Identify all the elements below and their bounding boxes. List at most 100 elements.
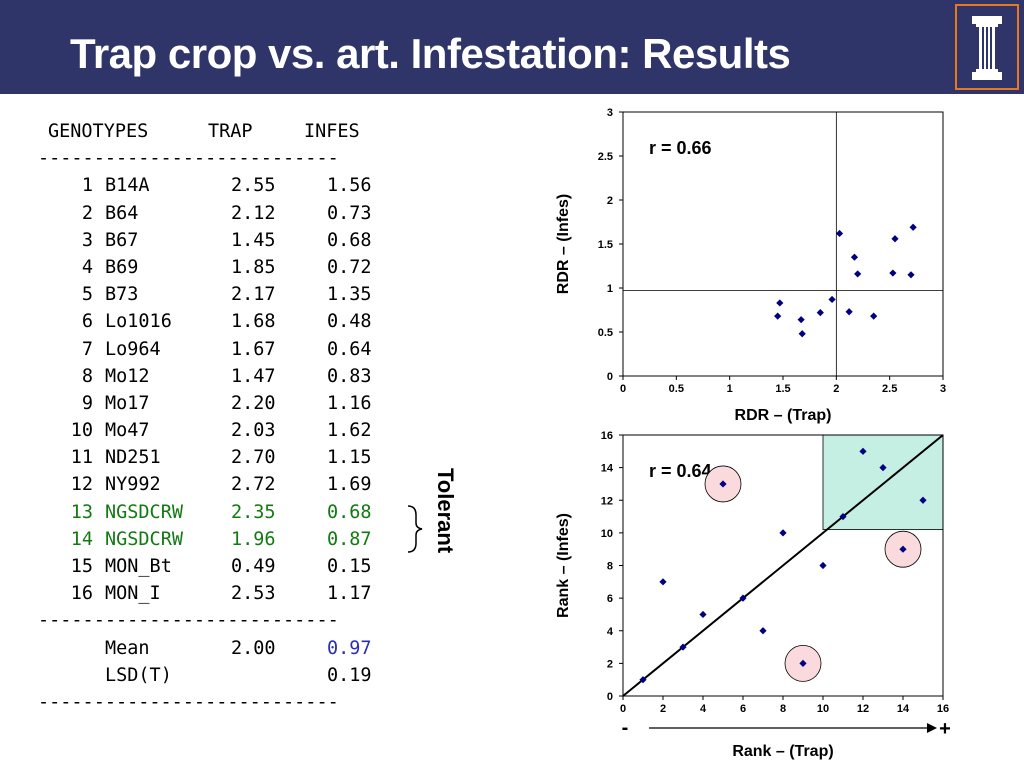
data-point [639, 676, 647, 684]
brace-icon [407, 505, 423, 553]
x-tick-label: 3 [940, 383, 946, 395]
data-point [774, 312, 782, 320]
data-point [845, 308, 853, 316]
table-row: 15 MON_Bt 0.49 0.15 [38, 553, 407, 580]
tolerant-annotation: Tolerant [407, 468, 458, 568]
data-point [907, 271, 915, 279]
y-tick-label: 0.5 [598, 327, 613, 339]
row-trap: 2.53 [231, 583, 276, 605]
mean-trap: 2.00 [231, 637, 276, 659]
y-tick-label: 14 [601, 463, 614, 475]
table-row: 14 NGSDCRW 1.96 0.87 [38, 526, 407, 553]
row-genotype: ND251 [105, 447, 161, 469]
row-trap: 1.67 [231, 338, 276, 360]
slide-title: Trap crop vs. art. Infestation: Results [70, 30, 791, 77]
data-point [699, 610, 707, 619]
table-row: 6 Lo1016 1.68 0.48 [38, 308, 407, 335]
table-separator-bottom: --------------------------- [38, 691, 339, 713]
table-separator-top: --------------------------- [38, 148, 339, 170]
x-tick-label: 16 [937, 703, 949, 715]
direction-arrow-head-icon [927, 723, 937, 733]
data-point [819, 561, 827, 570]
row-genotype: MON_Bt [105, 556, 172, 577]
data-point [779, 529, 787, 537]
lsd-label: LSD(T) [105, 664, 172, 686]
y-tick-label: 6 [607, 593, 613, 605]
lsd-infes: 0.19 [327, 664, 372, 686]
data-point [850, 253, 859, 261]
row-infes: 0.48 [327, 311, 372, 333]
table-row: 9 Mo17 2.20 1.16 [38, 390, 407, 417]
y-tick-label: 0 [607, 691, 613, 703]
x-tick-label: 6 [740, 703, 746, 715]
row-infes: 1.69 [327, 474, 372, 496]
row-genotype: Lo964 [105, 338, 161, 360]
row-infes: 0.83 [327, 365, 372, 387]
row-trap: 0.49 [231, 556, 276, 577]
genotype-table: GENOTYPES TRAP INFES ---------------------… [38, 118, 407, 716]
scatter-chart-rank: 0 2 4 6 8 10 12 14 16 0 2 4 6 8 10 12 14 16 Rank – (Trap) R… [555, 430, 951, 760]
row-trap: 1.85 [231, 256, 276, 278]
data-point [899, 545, 907, 553]
row-trap: 2.72 [231, 474, 276, 496]
row-infes: 0.72 [327, 256, 372, 278]
row-infes: 0.87 [327, 528, 372, 550]
data-point [797, 316, 805, 324]
mean-row: Mean 2.00 0.97 [38, 635, 407, 662]
row-genotype: Mo17 [105, 392, 150, 414]
x-tick-label: 4 [700, 703, 707, 715]
row-trap: 2.03 [231, 420, 276, 442]
table-row: 16 MON_I 2.53 1.17 [38, 580, 407, 607]
data-point [919, 496, 927, 504]
row-infes: 0.64 [327, 338, 372, 360]
x-tick-label: 1 [727, 383, 733, 395]
row-number: 4 [81, 256, 93, 278]
row-trap: 2.20 [231, 392, 276, 414]
header-bar [0, 0, 1024, 94]
row-trap: 1.45 [231, 229, 276, 251]
row-trap: 2.12 [231, 202, 276, 224]
row-infes: 1.15 [327, 447, 372, 469]
y-tick-label: 2 [607, 195, 613, 207]
row-infes: 1.35 [327, 284, 372, 306]
data-point [879, 464, 887, 472]
row-infes: 1.56 [327, 175, 372, 197]
row-trap: 1.96 [231, 528, 276, 550]
row-number: 9 [81, 392, 93, 414]
y-tick-label: 16 [601, 430, 613, 442]
data-point [889, 269, 897, 277]
row-infes: 1.16 [327, 392, 372, 414]
row-infes: 0.68 [327, 229, 372, 251]
row-trap: 2.70 [231, 447, 276, 469]
data-point [828, 295, 836, 304]
table-separator-mid: --------------------------- [38, 610, 339, 632]
row-number: 5 [81, 284, 93, 306]
row-infes: 0.68 [327, 501, 372, 523]
table-row: 10 Mo47 2.03 1.62 [38, 417, 407, 444]
row-genotype: B14A [105, 175, 150, 197]
data-point [816, 309, 824, 317]
table-row: 11 ND251 2.70 1.15 [38, 444, 407, 471]
correlation-annotation: r = 0.64 [649, 461, 712, 481]
row-number: 1 [81, 175, 93, 197]
data-point [859, 447, 867, 455]
row-genotype: Mo47 [105, 420, 150, 442]
x-tick-label: 12 [857, 703, 869, 715]
x-tick-label: 2 [833, 383, 839, 395]
table-row: 3 B67 1.45 0.68 [38, 227, 407, 254]
x-tick-label: 14 [897, 703, 910, 715]
header-infes: INFES [304, 121, 360, 142]
y-tick-label: 8 [607, 561, 613, 573]
correlation-annotation: r = 0.66 [649, 138, 712, 158]
x-tick-label: 2.5 [882, 383, 897, 395]
data-point [839, 512, 847, 521]
row-number: 13 [70, 501, 93, 523]
row-infes: 0.15 [327, 556, 372, 577]
row-trap: 2.55 [231, 175, 276, 197]
row-genotype: Mo12 [105, 365, 150, 387]
header-trap: TRAP [208, 121, 253, 142]
data-point [835, 229, 844, 238]
row-trap: 2.35 [231, 501, 276, 523]
row-genotype: B67 [105, 229, 139, 251]
data-point [870, 312, 878, 320]
